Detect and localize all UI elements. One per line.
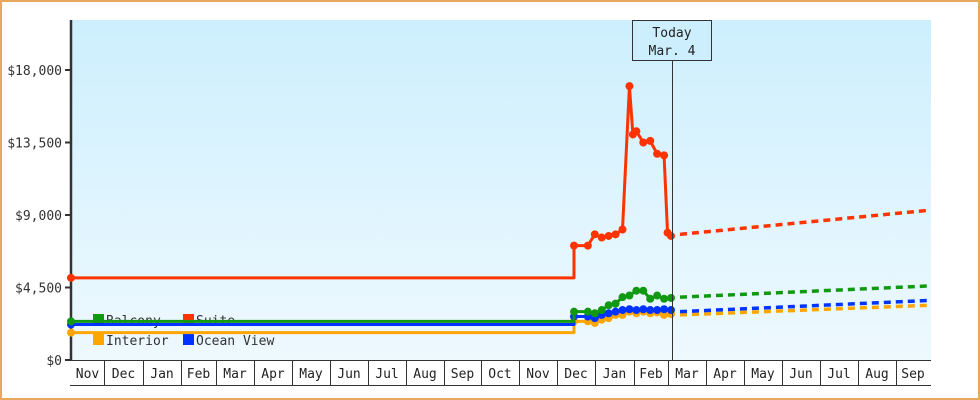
data-point[interactable] <box>67 317 75 326</box>
series-lines <box>67 82 931 337</box>
data-point[interactable] <box>646 306 655 315</box>
legend-swatch <box>93 314 104 325</box>
data-point[interactable] <box>667 231 675 240</box>
data-point[interactable] <box>618 225 627 234</box>
x-tick-label: Feb <box>639 367 663 382</box>
data-point[interactable] <box>570 241 578 250</box>
legend-label: Ocean View <box>196 334 274 349</box>
data-point[interactable] <box>604 309 613 318</box>
legend-label: Interior <box>106 334 169 349</box>
x-tick-label: Sep <box>901 367 925 382</box>
legend-swatch <box>93 334 104 345</box>
x-tick-label: Sep <box>451 367 475 382</box>
x-tick-label: Jul <box>827 367 850 382</box>
series-balcony <box>67 284 931 326</box>
x-tick-label: May <box>299 367 323 382</box>
series-ocean-view <box>67 298 931 329</box>
data-point[interactable] <box>597 233 606 242</box>
forecast-line <box>679 298 931 314</box>
data-point[interactable] <box>604 231 613 240</box>
data-point[interactable] <box>625 305 634 314</box>
data-point[interactable] <box>639 305 648 314</box>
data-point[interactable] <box>646 136 655 145</box>
data-point[interactable] <box>667 293 675 302</box>
x-tick-label: Oct <box>488 367 511 382</box>
legend-item-ocean-view[interactable]: Ocean View <box>183 334 274 349</box>
forecast-line <box>679 208 931 237</box>
data-point[interactable] <box>611 230 620 239</box>
y-tick-label: $0 <box>46 354 62 369</box>
y-tick-label: $13,500 <box>7 137 62 152</box>
series-suite <box>67 82 931 282</box>
legend-swatch <box>183 334 194 345</box>
data-point[interactable] <box>632 306 641 315</box>
today-date: Mar. 4 <box>649 44 696 59</box>
data-point[interactable] <box>618 293 627 302</box>
y-tick-label: $9,000 <box>15 209 62 224</box>
data-point[interactable] <box>590 230 599 239</box>
forecast-line <box>679 303 931 317</box>
x-tick-label: Jan <box>603 367 626 382</box>
data-point[interactable] <box>660 310 669 319</box>
data-point[interactable] <box>597 306 606 315</box>
x-tick-label: Aug <box>413 367 436 382</box>
data-point[interactable] <box>618 306 627 315</box>
data-point[interactable] <box>583 241 592 250</box>
data-point[interactable] <box>67 273 75 282</box>
x-tick-label: Mar <box>675 367 699 382</box>
x-tick-label: Jun <box>789 367 812 382</box>
legend-swatch <box>183 314 194 325</box>
data-point[interactable] <box>653 306 662 315</box>
x-tick-label: Feb <box>187 367 211 382</box>
data-point[interactable] <box>570 307 578 316</box>
x-tick-label: Nov <box>76 367 100 382</box>
data-point[interactable] <box>639 286 648 295</box>
today-marker: Today Mar. 4 <box>632 20 712 360</box>
x-tick-label: Dec <box>564 367 587 382</box>
data-point[interactable] <box>632 127 641 136</box>
data-point[interactable] <box>653 291 662 300</box>
data-point[interactable] <box>625 291 634 300</box>
data-point[interactable] <box>660 305 669 314</box>
plot-area <box>71 20 931 360</box>
data-point[interactable] <box>653 149 662 158</box>
data-point[interactable] <box>639 138 648 147</box>
data-point[interactable] <box>590 309 599 318</box>
y-tick-label: $18,000 <box>7 64 62 79</box>
x-tick-label: Aug <box>865 367 888 382</box>
x-tick-label: Jan <box>150 367 173 382</box>
x-tick-label: Nov <box>526 367 550 382</box>
data-point[interactable] <box>625 82 634 91</box>
x-tick-label: May <box>751 367 775 382</box>
x-tick-label: Apr <box>713 367 737 382</box>
data-point[interactable] <box>660 294 669 303</box>
legend-item-interior[interactable]: Interior <box>93 334 169 349</box>
x-tick-label: Dec <box>112 367 135 382</box>
data-point[interactable] <box>604 301 613 310</box>
forecast-line <box>679 284 931 299</box>
x-axis: Nov Dec Jan Feb Mar Apr May Jun Jul Aug Sep Oct Nov D… <box>70 360 931 386</box>
data-point[interactable] <box>660 151 669 160</box>
x-tick-label: Mar <box>223 367 247 382</box>
data-point[interactable] <box>67 328 75 337</box>
y-tick-label: $4,500 <box>15 282 62 297</box>
y-axis: $0 $4,500 $9,000 $13,500 $18,000 <box>7 20 73 369</box>
data-point[interactable] <box>611 299 620 308</box>
x-tick-label: Jun <box>337 367 360 382</box>
data-point[interactable] <box>583 307 592 316</box>
x-tick-label: Jul <box>375 367 398 382</box>
x-tick-label: Apr <box>261 367 285 382</box>
data-point[interactable] <box>611 307 620 316</box>
data-point[interactable] <box>646 294 655 303</box>
today-label-box <box>632 20 712 61</box>
data-point[interactable] <box>632 286 641 295</box>
today-label: Today <box>652 26 691 41</box>
data-point[interactable] <box>667 306 675 315</box>
